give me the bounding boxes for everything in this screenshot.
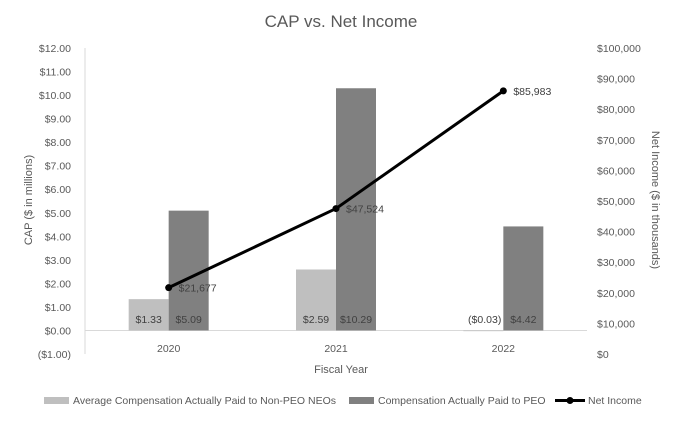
left-axis-tick-label: $11.00 xyxy=(40,67,71,79)
x-axis-tick-label: 2022 xyxy=(492,343,516,355)
peo-data-label: $4.42 xyxy=(510,314,536,326)
non-peo-bar xyxy=(296,269,336,331)
left-axis-tick-label: $4.00 xyxy=(45,231,71,243)
peo-bar xyxy=(503,226,544,331)
non-peo-bar xyxy=(463,330,504,332)
net-income-point xyxy=(499,87,507,95)
peo-bar xyxy=(336,88,376,331)
x-axis-label: Fiscal Year xyxy=(314,364,368,376)
left-axis-tick-label: ($1.00) xyxy=(38,349,71,361)
net-income-data-label: $47,524 xyxy=(346,204,384,216)
x-axis-tick-label: 2020 xyxy=(157,343,181,355)
right-axis-tick-label: $90,000 xyxy=(597,74,635,86)
bars xyxy=(128,88,544,332)
y2-axis-label: Net Income ($ in thousands) xyxy=(649,131,661,269)
chart-title: CAP vs. Net Income xyxy=(265,12,418,31)
net-income-data-label: $85,983 xyxy=(513,86,551,98)
left-axis-tick-label: $3.00 xyxy=(45,255,71,267)
left-axis-tick-label: $0.00 xyxy=(45,325,71,337)
left-axis-tick-label: $9.00 xyxy=(45,114,71,126)
right-axis-tick-label: $0 xyxy=(597,349,609,361)
peo-data-label: $5.09 xyxy=(176,314,202,326)
y-axis-label: CAP ($ in millions) xyxy=(23,155,35,245)
left-axis-tick-label: $10.00 xyxy=(39,90,71,102)
net-income-point xyxy=(165,284,173,292)
left-axis-tick-label: $2.00 xyxy=(45,278,71,290)
left-axis-tick-label: $6.00 xyxy=(45,184,71,196)
right-axis-tick-label: $50,000 xyxy=(597,196,635,208)
legend-swatch xyxy=(349,397,374,404)
non-peo-data-label: $2.59 xyxy=(303,314,329,326)
net-income-point xyxy=(332,205,340,213)
left-axis-tick-label: $7.00 xyxy=(45,161,71,173)
non-peo-data-label: ($0.03) xyxy=(468,314,501,326)
right-axis-tick-label: $60,000 xyxy=(597,165,635,177)
peo-data-label: $10.29 xyxy=(340,314,372,326)
non-peo-data-label: $1.33 xyxy=(136,314,162,326)
legend-label: Average Compensation Actually Paid to No… xyxy=(73,395,336,407)
x-axis-tick-label: 2021 xyxy=(324,343,348,355)
right-axis-ticks: $0 $10,000 $20,000 $30,000 $40,000 $50,000 $60… xyxy=(597,43,641,361)
legend: Average Compensation Actually Paid to No… xyxy=(44,395,642,407)
data-labels: $1.33 $2.59 ($0.03) $5.09 $10.29 $4.42 $21,677… xyxy=(136,86,552,326)
right-axis-tick-label: $100,000 xyxy=(597,43,641,55)
right-axis-tick-label: $40,000 xyxy=(597,227,635,239)
legend-label: Compensation Actually Paid to PEO xyxy=(378,395,546,407)
x-axis-ticks: 2020 2021 2022 xyxy=(157,343,515,355)
left-axis-tick-label: $5.00 xyxy=(45,208,71,220)
right-axis-tick-label: $70,000 xyxy=(597,135,635,147)
net-income-data-label: $21,677 xyxy=(179,283,217,295)
right-axis-tick-label: $30,000 xyxy=(597,257,635,269)
left-axis-tick-label: $1.00 xyxy=(45,302,71,314)
legend-swatch xyxy=(44,397,69,404)
right-axis-tick-label: $20,000 xyxy=(597,288,635,300)
legend-marker xyxy=(566,397,574,404)
left-axis-tick-label: $12.00 xyxy=(39,43,71,55)
right-axis-tick-label: $80,000 xyxy=(597,104,635,116)
left-axis-ticks: ($1.00) $0.00 $1.00 $2.00 $3.00 $4.00 $5.00 $6.… xyxy=(38,43,71,361)
right-axis-tick-label: $10,000 xyxy=(597,318,635,330)
net-income-line-series xyxy=(165,87,507,292)
left-axis-tick-label: $8.00 xyxy=(45,137,71,149)
legend-label: Net Income xyxy=(588,395,642,407)
non-peo-bar xyxy=(128,299,169,331)
